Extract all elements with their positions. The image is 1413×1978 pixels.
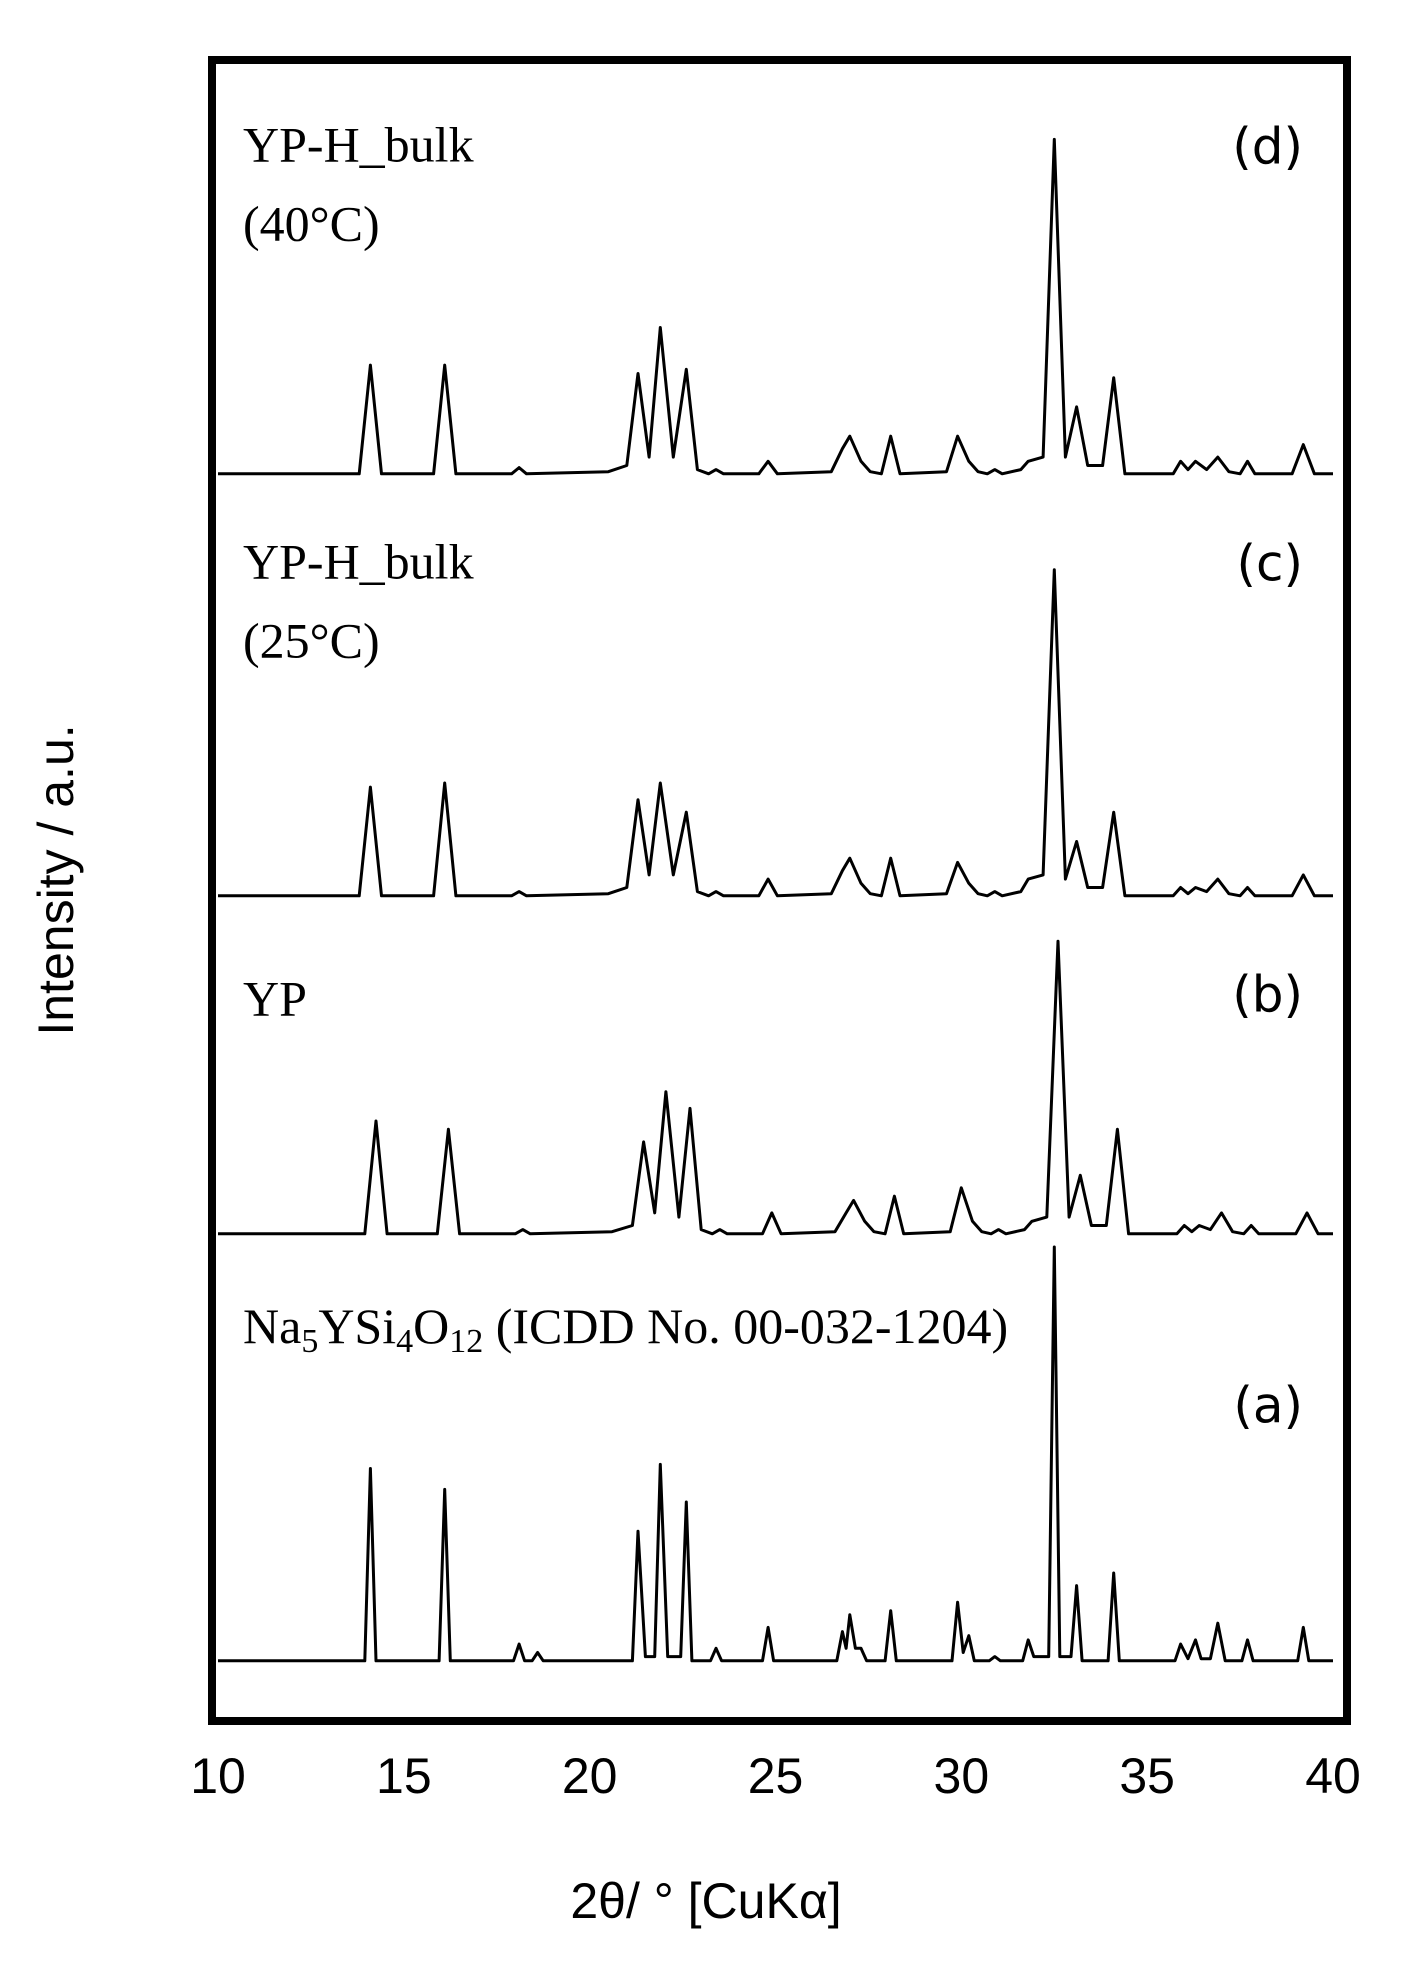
label-part: O: [413, 1298, 449, 1354]
pattern-label: YP-H_bulk: [243, 533, 474, 589]
subscript: 12: [449, 1323, 483, 1360]
xrd-pattern: [218, 568, 1333, 898]
pattern-tag: (c): [1236, 535, 1303, 593]
x-tick-label: 40: [1305, 1748, 1361, 1804]
pattern-tag: (a): [1233, 1377, 1303, 1435]
x-tick-label: 35: [1119, 1748, 1175, 1804]
x-tick-label: 25: [748, 1748, 804, 1804]
subscript: 5: [301, 1323, 318, 1360]
y-axis-title: Intensity / a.u.: [28, 724, 84, 1035]
xrd-pattern: [218, 137, 1333, 476]
xrd-pattern: [218, 939, 1333, 1236]
pattern-label: (40°C): [243, 195, 380, 251]
x-tick-label: 10: [190, 1748, 246, 1804]
label-part: (ICDD No. 00-032-1204): [483, 1298, 1008, 1354]
subscript: 4: [396, 1323, 413, 1360]
plot-frame: [208, 56, 1351, 1725]
pattern-tag: (d): [1232, 118, 1303, 176]
pattern-label: YP-H_bulk: [243, 116, 474, 172]
x-axis-title: 2θ/ ° [CuKα]: [570, 1873, 841, 1929]
pattern-tag: (b): [1232, 966, 1303, 1024]
pattern-label: YP: [243, 970, 307, 1026]
xrd-pattern: [218, 1245, 1333, 1663]
x-tick-label: 20: [562, 1748, 618, 1804]
x-tick-label: 30: [934, 1748, 990, 1804]
label-part: YSi: [318, 1298, 396, 1354]
label-part: Na: [243, 1298, 301, 1354]
pattern-label: Na5YSi4O12 (ICDD No. 00-032-1204): [243, 1298, 1008, 1359]
pattern-label: (25°C): [243, 612, 380, 668]
x-tick-label: 15: [376, 1748, 432, 1804]
